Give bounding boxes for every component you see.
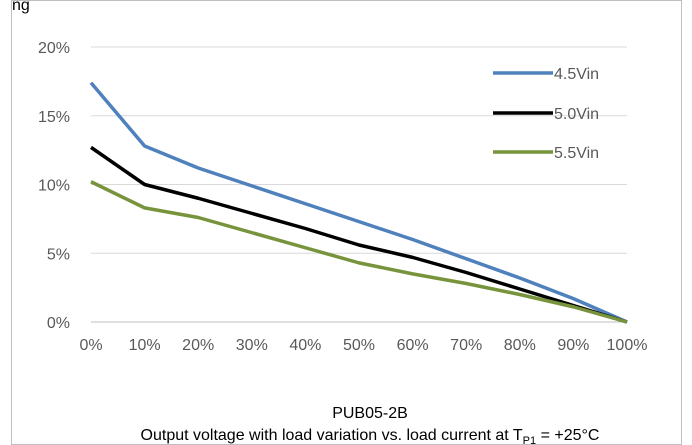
series-lines — [89, 81, 628, 324]
x-tick-label: 60% — [397, 337, 429, 354]
x-tick-label: 10% — [129, 337, 161, 354]
caption-end: = +25°C — [536, 427, 599, 444]
chart-border — [11, 0, 682, 445]
x-axis-tick-labels: 0% 10% 20% 30% 40% 50% 60% 70% 80% 90% 100% — [79, 337, 647, 354]
legend-label: 5.0Vin — [554, 106, 599, 123]
legend-label: 4.5Vin — [554, 66, 599, 83]
series-line-5.5Vin — [90, 180, 628, 324]
x-tick-label: 40% — [289, 337, 321, 354]
x-tick-label: 50% — [343, 337, 375, 354]
y-tick-label: 0% — [47, 315, 70, 332]
chart-caption-line1: PUB05-2B — [332, 405, 408, 422]
caption-main: Output voltage with load variation vs. l… — [141, 427, 523, 444]
y-tick-label: 10% — [38, 178, 70, 195]
x-tick-label: 90% — [557, 337, 589, 354]
legend: 4.5Vin 5.0Vin 5.5Vin — [493, 66, 599, 162]
chart-caption-line2: Output voltage with load variation vs. l… — [141, 427, 600, 445]
title-fragment: ng — [12, 0, 30, 14]
x-tick-label: 20% — [182, 337, 214, 354]
y-axis-tick-labels: 0% 5% 10% 15% 20% — [38, 40, 70, 332]
x-tick-label: 100% — [607, 337, 648, 354]
y-tick-label: 5% — [47, 246, 70, 263]
legend-label: 5.5Vin — [554, 145, 599, 162]
series-line-5.0Vin — [90, 145, 628, 324]
x-tick-label: 70% — [450, 337, 482, 354]
caption-subscript: P1 — [523, 435, 536, 445]
x-tick-label: 30% — [236, 337, 268, 354]
x-tick-label: 80% — [504, 337, 536, 354]
y-tick-label: 20% — [38, 40, 70, 57]
gridlines — [91, 46, 627, 254]
x-tick-label: 0% — [79, 337, 102, 354]
series-line-4.5Vin — [89, 81, 628, 324]
y-tick-label: 15% — [38, 109, 70, 126]
